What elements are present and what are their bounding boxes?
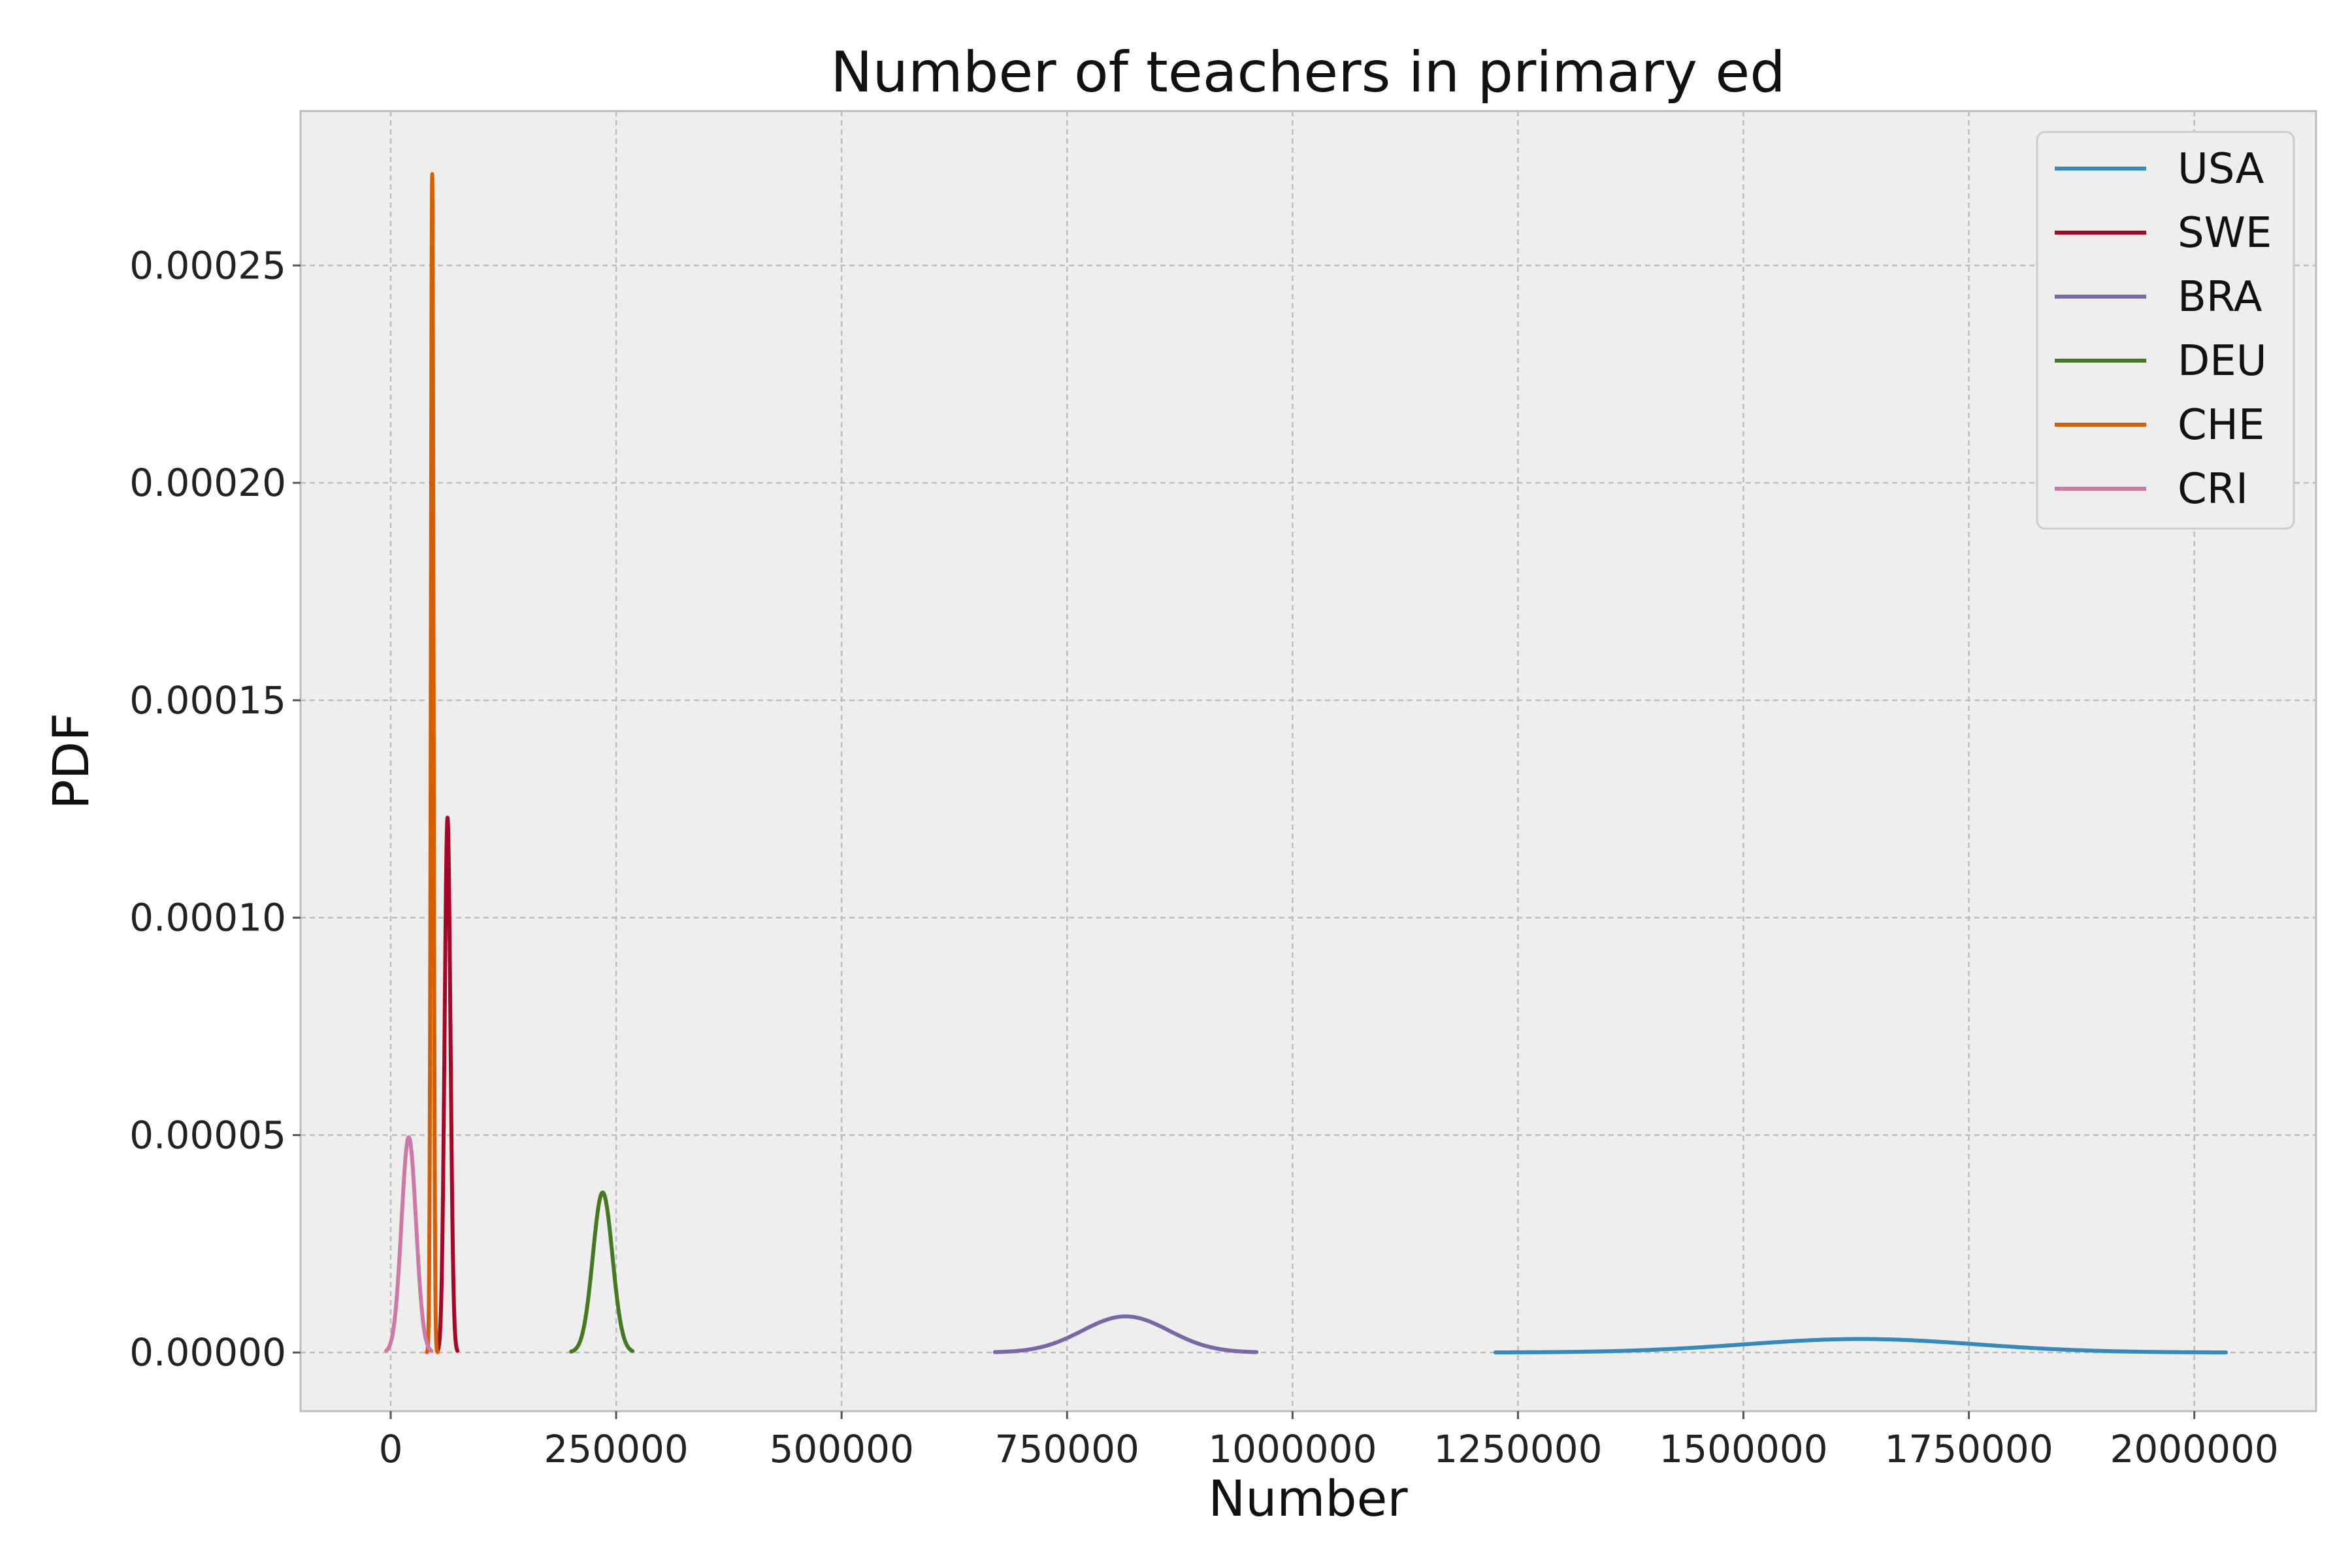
series-line-swe <box>435 815 460 1353</box>
legend-label-deu: DEU <box>2178 337 2267 385</box>
y-axis-ticks: 0.00000 0.00005 0.00010 0.00015 0.00020 0.000… <box>129 243 301 1375</box>
x-tick-label: 2000000 <box>2110 1427 2279 1471</box>
legend-label-swe: SWE <box>2178 209 2272 257</box>
x-axis-ticks: 0 250000 500000 750000 1000000 1250000 1500000… <box>379 1411 2279 1471</box>
y-tick-label: 0.00010 <box>129 896 286 940</box>
legend-label-bra: BRA <box>2178 273 2262 321</box>
x-tick-label: 1750000 <box>1884 1427 2053 1471</box>
legend-label-che: CHE <box>2178 401 2264 449</box>
x-tick-label: 1000000 <box>1208 1427 1377 1471</box>
series-line-cri <box>384 1135 434 1353</box>
y-axis-title: PDF <box>42 713 100 809</box>
legend: USA SWE BRA DEU CHE CRI <box>2036 131 2295 530</box>
series-line-bra <box>992 1314 1259 1354</box>
grid-layer <box>301 111 2316 1411</box>
y-tick-label: 0.00025 <box>129 243 286 287</box>
y-tick-label: 0.00000 <box>129 1330 286 1375</box>
y-tick-label: 0.00015 <box>129 678 286 723</box>
y-tick-label: 0.00020 <box>129 461 286 505</box>
series-line-che <box>425 172 440 1354</box>
x-tick-label: 1500000 <box>1659 1427 1827 1471</box>
x-tick-label: 1250000 <box>1433 1427 1602 1471</box>
x-axis-title: Number <box>1208 1469 1408 1527</box>
x-tick-label: 0 <box>379 1427 403 1471</box>
series-line-usa <box>1493 1337 2228 1354</box>
chart-title: Number of teachers in primary ed <box>830 40 1786 105</box>
legend-items: USA SWE BRA DEU CHE CRI <box>2055 145 2272 514</box>
x-tick-label: 250000 <box>544 1427 688 1471</box>
legend-label-cri: CRI <box>2178 465 2248 514</box>
plot-area <box>299 110 2317 1413</box>
series-layer <box>384 172 2228 1354</box>
x-tick-label: 750000 <box>995 1427 1139 1471</box>
series-line-deu <box>569 1190 634 1354</box>
legend-label-usa: USA <box>2178 145 2264 193</box>
y-tick-label: 0.00005 <box>129 1113 286 1157</box>
x-tick-label: 500000 <box>769 1427 913 1471</box>
